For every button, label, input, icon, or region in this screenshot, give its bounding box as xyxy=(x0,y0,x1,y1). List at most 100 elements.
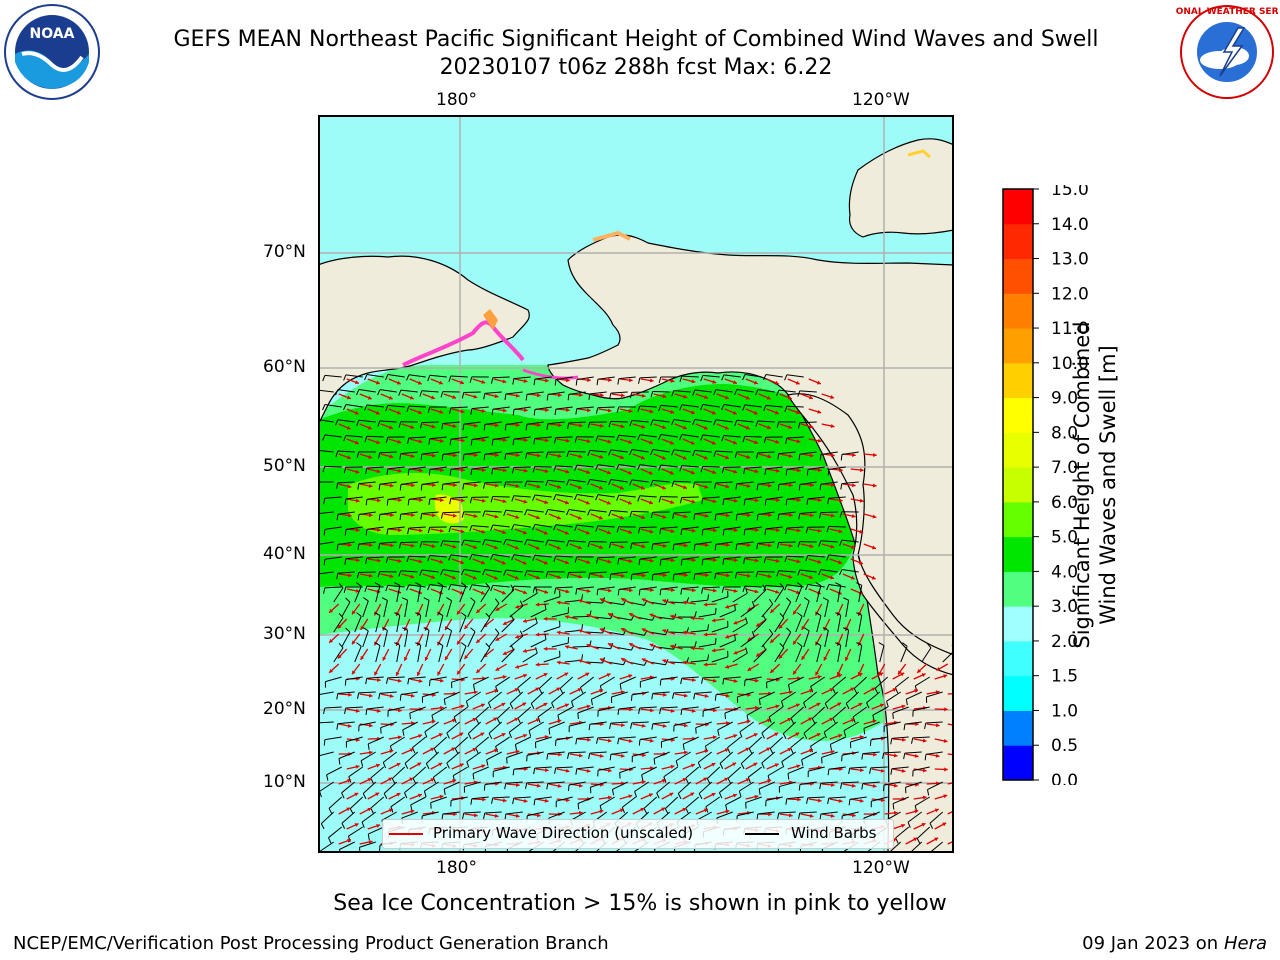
wind-barb-flag xyxy=(743,557,746,564)
wind-barb-flag xyxy=(462,483,465,490)
wind-barb-flag xyxy=(440,540,444,547)
wind-barb xyxy=(702,496,720,499)
wind-barb-flag xyxy=(819,454,822,461)
wave-direction-arrowhead xyxy=(703,808,708,813)
wave-direction-arrowhead xyxy=(578,783,583,788)
wind-barb-flag xyxy=(776,389,780,396)
wind-barb-flag xyxy=(596,589,599,596)
wind-barb-flag xyxy=(461,539,465,546)
wind-barb xyxy=(366,526,384,530)
wind-barb xyxy=(442,451,460,455)
wave-direction-arrowhead xyxy=(543,646,548,651)
wind-barb-flag xyxy=(595,407,599,414)
wind-barb xyxy=(715,481,733,484)
wind-barb-flag xyxy=(784,406,788,413)
wind-barb xyxy=(632,751,649,757)
wind-barb xyxy=(429,436,447,440)
wind-barb-flag xyxy=(637,495,641,502)
wave-direction-arrowhead xyxy=(543,702,548,707)
wind-barb-flag xyxy=(787,773,790,780)
wind-barb xyxy=(387,584,405,588)
wind-barb-flag xyxy=(762,584,767,591)
wind-barb xyxy=(551,691,566,704)
wind-barb-flag xyxy=(679,434,683,441)
wave-direction-arrowhead xyxy=(493,748,498,753)
wind-barb-flag xyxy=(341,792,345,799)
wind-barb xyxy=(740,636,755,648)
wave-direction-arrowhead xyxy=(377,677,381,682)
wind-barb-flag xyxy=(755,420,759,427)
wind-barb-flag xyxy=(685,807,689,814)
wind-barb xyxy=(610,510,628,513)
wind-barb-flag xyxy=(740,763,745,770)
wind-barb xyxy=(799,511,817,514)
wind-barb xyxy=(509,691,524,704)
wind-barb-flag xyxy=(629,420,633,427)
wind-barb xyxy=(345,404,363,408)
wind-barb xyxy=(757,511,775,515)
wind-barb xyxy=(675,751,691,762)
wave-direction-arrowhead xyxy=(860,467,864,473)
wind-barb xyxy=(379,389,397,393)
wind-barb-flag xyxy=(402,729,405,736)
wind-barb-flag xyxy=(512,378,515,385)
wind-barb xyxy=(723,556,741,560)
wind-barb-flag xyxy=(440,512,444,519)
wave-direction-arrowhead xyxy=(329,638,334,643)
wind-barb xyxy=(424,721,440,733)
wind-barb-flag xyxy=(544,603,547,610)
wind-barb xyxy=(612,781,628,790)
wind-barb-flag xyxy=(588,393,591,400)
wind-barb xyxy=(454,736,469,749)
wave-direction-arrowhead xyxy=(648,440,653,445)
wind-barb xyxy=(641,766,657,776)
land-arctic-islands xyxy=(848,138,954,238)
wind-barb-flag xyxy=(595,464,599,471)
wind-barb-flag xyxy=(437,612,444,616)
wave-direction-arrowhead xyxy=(543,673,548,677)
wave-direction-arrowhead xyxy=(355,469,360,474)
wave-direction-arrowhead xyxy=(502,530,507,535)
wave-direction-arrowhead xyxy=(817,674,822,680)
wind-barb-flag xyxy=(780,701,784,708)
wave-direction-arrowhead xyxy=(944,767,948,772)
wave-direction-arrowhead xyxy=(566,798,570,803)
wave-direction-arrowhead xyxy=(711,410,716,415)
wave-direction-arrowhead xyxy=(774,410,779,415)
wave-direction-arrowhead xyxy=(621,657,626,662)
wind-barb-flag xyxy=(671,419,675,426)
wave-direction-arrowhead xyxy=(816,702,821,707)
wave-direction-arrowhead xyxy=(329,608,334,613)
wave-direction-arrowhead xyxy=(746,719,751,724)
wind-barb-flag xyxy=(714,608,717,615)
wind-barb xyxy=(610,721,628,724)
wind-barb-flag xyxy=(748,748,753,755)
wind-barb xyxy=(799,451,817,455)
wind-barb-flag xyxy=(637,527,641,534)
wind-barb-flag xyxy=(470,408,473,415)
wind-barb xyxy=(767,766,783,777)
wind-barb xyxy=(444,691,460,700)
wave-direction-arrowhead xyxy=(778,624,783,629)
wind-barb xyxy=(639,736,657,741)
wind-barb-flag xyxy=(503,481,507,488)
wave-direction-arrowhead xyxy=(417,380,422,385)
wind-barb xyxy=(891,766,909,770)
wave-direction-arrowhead xyxy=(725,455,729,460)
wave-direction-arrowhead xyxy=(473,394,478,399)
wind-barb xyxy=(914,676,930,687)
wave-direction-arrowhead xyxy=(872,514,877,519)
wind-barb xyxy=(333,617,344,633)
wind-barb xyxy=(597,435,615,438)
wind-barb-flag xyxy=(747,777,751,784)
wave-direction-arrowhead xyxy=(375,763,380,768)
wind-barb xyxy=(610,479,628,483)
wave-direction-arrowhead xyxy=(523,590,527,595)
wind-barb-flag xyxy=(512,439,515,446)
wind-barb-flag xyxy=(656,792,660,799)
wind-barb-flag xyxy=(538,688,543,695)
wind-barb-flag xyxy=(903,753,906,760)
wave-direction-arrowhead xyxy=(808,717,813,722)
wind-barb-flag xyxy=(517,717,522,724)
wind-barb-flag xyxy=(406,374,410,381)
